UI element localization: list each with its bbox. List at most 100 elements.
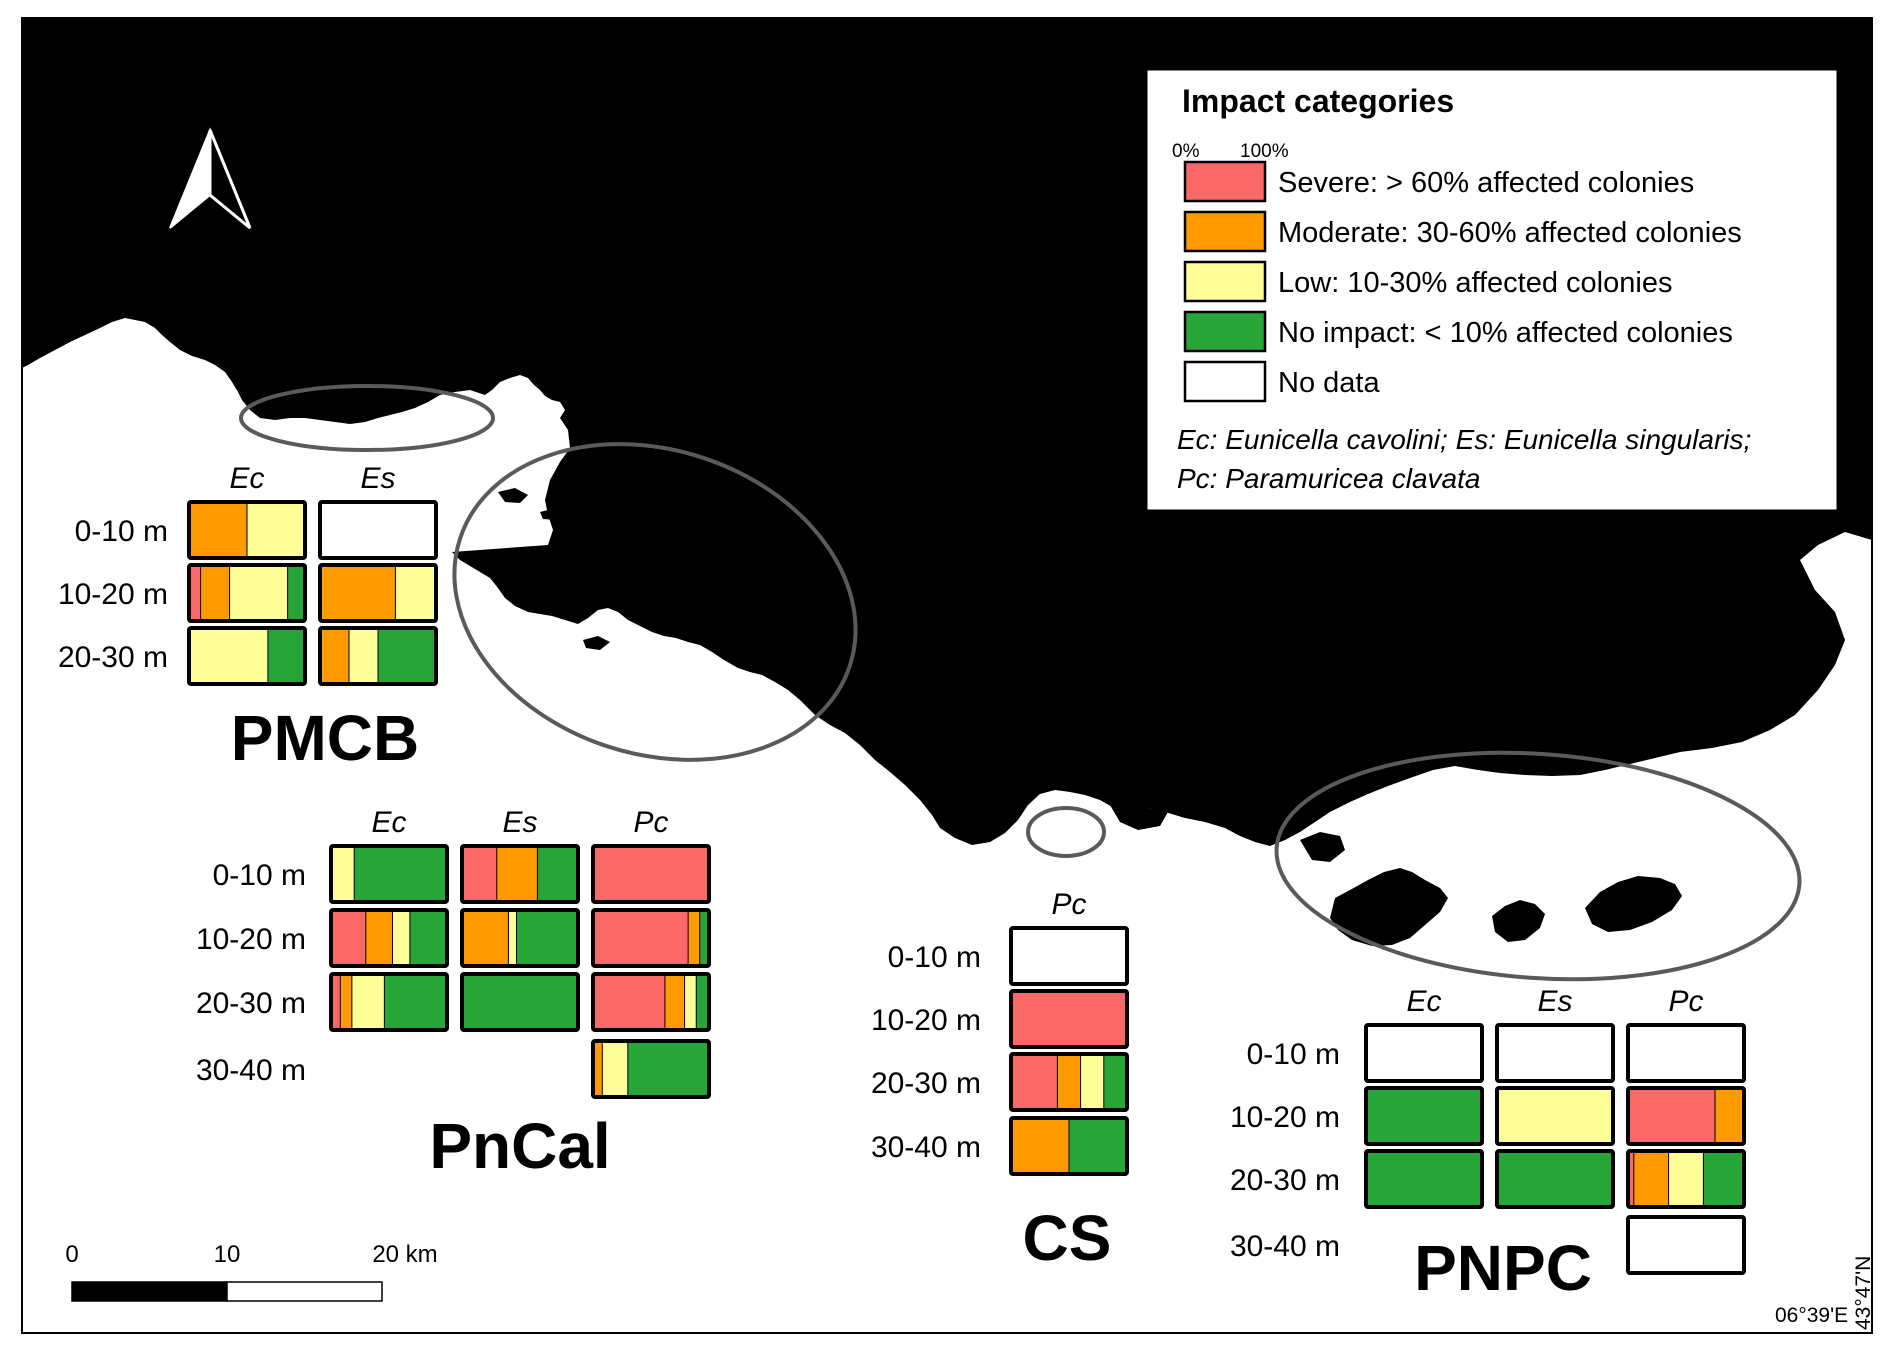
impact-bar-outline xyxy=(591,908,711,968)
coord-longitude: 06°39'E xyxy=(1775,1304,1848,1327)
impact-segment-none xyxy=(1366,1088,1482,1144)
zone-pnpc xyxy=(1274,750,1802,982)
land-island xyxy=(1110,800,1168,830)
impact-bar-outline xyxy=(1009,1052,1129,1112)
impact-bar-outline xyxy=(1009,989,1129,1049)
depth-label: 0-10 m xyxy=(213,859,306,892)
legend-label-nodata: No data xyxy=(1278,367,1380,399)
depth-label: 20-30 m xyxy=(871,1067,981,1100)
north-arrow-shade-icon xyxy=(208,129,252,230)
impact-bar xyxy=(1364,1023,1484,1083)
impact-segment-low xyxy=(1668,1151,1704,1207)
legend-label-low: Low: 10-30% affected colonies xyxy=(1278,267,1672,299)
impact-bar-outline xyxy=(318,626,438,686)
impact-segment-moderate xyxy=(593,1041,603,1097)
legend-species-line1: Ec: Eunicella cavolini; Es: Eunicella si… xyxy=(1177,424,1751,455)
impact-segment-moderate xyxy=(320,565,396,621)
impact-segment-nodata xyxy=(1011,928,1127,984)
impact-segment-none xyxy=(267,628,305,684)
legend: Impact categories 0% 100% Severe: > 60% … xyxy=(1146,69,1838,511)
impact-segment-moderate xyxy=(1011,1118,1069,1174)
impact-bar-outline xyxy=(460,908,580,968)
site-panels: Ec Es 0-10 m 10-20 m 20-30 m PMCB Ec Es Pc 0-10 m… xyxy=(58,462,1746,1304)
impact-bar xyxy=(1009,1116,1129,1176)
zone-pmcb xyxy=(239,384,495,452)
impact-bar-outline xyxy=(591,844,711,904)
land-island xyxy=(1300,832,1345,862)
impact-bar xyxy=(1009,926,1129,986)
impact-bar xyxy=(329,844,449,904)
depth-label: 30-40 m xyxy=(196,1054,306,1087)
impact-bar-outline xyxy=(1364,1086,1484,1146)
impact-segment-moderate xyxy=(320,628,349,684)
legend-species-line2: Pc: Paramuricea clavata xyxy=(1177,463,1480,494)
site-panel-cs: Pc 0-10 m 10-20 m 20-30 m 30-40 m CS xyxy=(871,888,1129,1274)
impact-segment-none xyxy=(1703,1151,1744,1207)
impact-segment-none xyxy=(516,910,578,966)
species-header: Pc xyxy=(633,806,668,839)
impact-bar-outline xyxy=(591,972,711,1032)
impact-bar-outline xyxy=(1626,1086,1746,1146)
impact-segment-low xyxy=(684,974,697,1030)
impact-segment-none xyxy=(1366,1151,1482,1207)
impact-segment-nodata xyxy=(1628,1217,1744,1273)
impact-segment-low xyxy=(395,565,436,621)
impact-segment-none xyxy=(1497,1151,1613,1207)
impact-segment-low xyxy=(508,910,517,966)
impact-bar-outline xyxy=(329,844,449,904)
species-header: Es xyxy=(502,806,537,839)
impact-bar-outline xyxy=(1495,1023,1615,1083)
impact-bar-outline xyxy=(329,972,449,1032)
impact-segment-severe xyxy=(1011,991,1127,1047)
legend-swatch-severe xyxy=(1183,160,1267,203)
site-panel-pmcb: Ec Es 0-10 m 10-20 m 20-30 m PMCB xyxy=(58,462,438,774)
impact-bar-outline xyxy=(187,563,307,623)
land-jetty xyxy=(95,228,124,296)
scale-bar: 0 10 20 km xyxy=(65,1241,438,1302)
impact-bar xyxy=(318,563,438,623)
site-panel-pnpc: Ec Es Pc 0-10 m 10-20 m 20-30 m 30-40 m PNPC xyxy=(1230,985,1746,1304)
legend-swatch-low xyxy=(1183,260,1267,303)
impact-bar-outline xyxy=(1009,926,1129,986)
depth-label: 20-30 m xyxy=(58,641,168,674)
impact-bar xyxy=(1495,1023,1615,1083)
impact-segment-nodata xyxy=(320,502,436,558)
impact-segment-none xyxy=(1103,1054,1127,1110)
land-island xyxy=(1492,900,1545,942)
legend-swatch-nodata xyxy=(1183,360,1267,403)
impact-segment-low xyxy=(1497,1088,1613,1144)
impact-segment-none xyxy=(354,846,447,902)
scale-bar-black xyxy=(71,1281,228,1302)
site-name-pmcb: PMCB xyxy=(231,702,419,774)
impact-bar-outline xyxy=(1495,1086,1615,1146)
impact-bar-outline xyxy=(1626,1023,1746,1083)
impact-segment-nodata xyxy=(1366,1025,1482,1081)
land-island xyxy=(583,636,610,650)
impact-segment-severe xyxy=(593,910,689,966)
zone-cs xyxy=(1026,806,1106,858)
species-header: Es xyxy=(1537,985,1572,1018)
legend-label-moderate: Moderate: 30-60% affected colonies xyxy=(1278,217,1742,249)
impact-segment-moderate xyxy=(664,974,685,1030)
impact-bar xyxy=(187,626,307,686)
legend-swatch-none xyxy=(1183,310,1267,353)
impact-segment-none xyxy=(409,910,447,966)
impact-bar xyxy=(460,844,580,904)
impact-bar-outline xyxy=(187,500,307,560)
impact-segment-severe xyxy=(1628,1088,1715,1144)
land-island xyxy=(1585,876,1682,932)
impact-bar xyxy=(318,500,438,560)
impact-bar xyxy=(318,626,438,686)
impact-segment-moderate xyxy=(462,910,509,966)
impact-bar-outline xyxy=(1495,1149,1615,1209)
impact-segment-moderate xyxy=(1057,1054,1081,1110)
impact-bar-outline xyxy=(318,500,438,560)
impact-segment-low xyxy=(602,1041,628,1097)
impact-bar xyxy=(1495,1086,1615,1146)
north-arrow-label: N xyxy=(190,49,230,112)
impact-segment-low xyxy=(351,974,385,1030)
site-name-pncal: PnCal xyxy=(429,1110,610,1182)
coord-latitude: 43°47'N xyxy=(1852,1256,1875,1330)
impact-bar xyxy=(187,563,307,623)
species-header: Es xyxy=(360,462,395,495)
